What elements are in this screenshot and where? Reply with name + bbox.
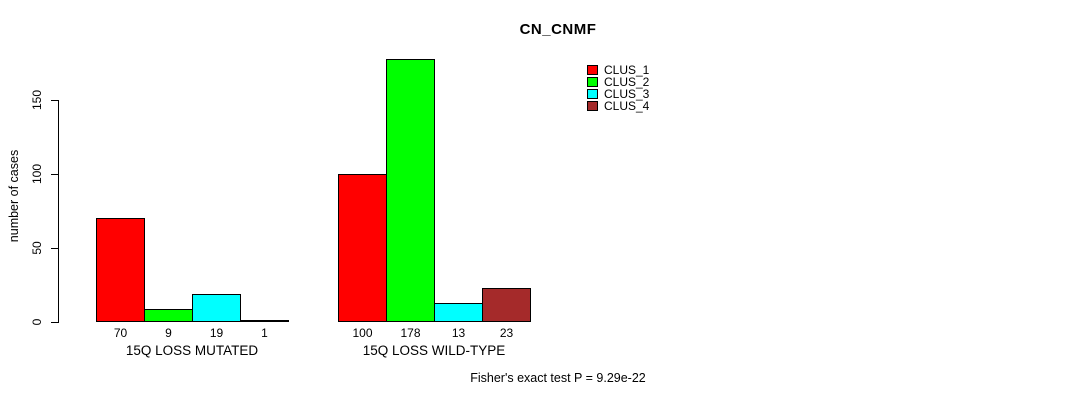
bar-value-label: 178 xyxy=(400,326,421,340)
y-tick xyxy=(51,174,58,175)
bar xyxy=(192,294,241,322)
bar-value-label: 100 xyxy=(352,326,373,340)
group-label: 15Q LOSS WILD-TYPE xyxy=(362,343,506,358)
bar xyxy=(240,320,289,322)
bar xyxy=(386,59,435,322)
footnote: Fisher's exact test P = 9.29e-22 xyxy=(470,371,646,385)
bar-value-label: 13 xyxy=(451,326,466,340)
legend: CLUS_1 CLUS_2 CLUS_3 CLUS_4 xyxy=(587,64,649,112)
legend-item: CLUS_1 xyxy=(587,64,649,76)
bar xyxy=(96,218,145,322)
y-tick-label: 0 xyxy=(30,318,44,326)
legend-label: CLUS_1 xyxy=(604,63,650,77)
bar-value-label: 1 xyxy=(261,326,268,340)
y-axis-label: number of cases xyxy=(7,149,21,243)
bar-value-label: 23 xyxy=(499,326,514,340)
legend-swatch xyxy=(587,89,598,99)
bar xyxy=(434,303,483,322)
bar xyxy=(144,309,193,322)
bar-value-label: 19 xyxy=(209,326,224,340)
y-tick-label: 150 xyxy=(30,89,44,111)
bar xyxy=(482,288,531,322)
legend-item: CLUS_3 xyxy=(587,88,649,100)
legend-swatch xyxy=(587,65,598,75)
legend-label: CLUS_4 xyxy=(604,99,650,113)
y-tick xyxy=(51,248,58,249)
legend-swatch xyxy=(587,101,598,111)
group-label: 15Q LOSS MUTATED xyxy=(125,343,259,358)
bar-value-label: 9 xyxy=(165,326,172,340)
y-tick xyxy=(51,322,58,323)
y-axis-line xyxy=(58,100,59,323)
legend-item: CLUS_4 xyxy=(587,100,649,112)
chart-title: CN_CNMF xyxy=(519,21,597,38)
y-tick-label: 100 xyxy=(30,163,44,185)
bar xyxy=(338,174,387,322)
legend-label: CLUS_3 xyxy=(604,87,650,101)
y-tick xyxy=(51,100,58,101)
legend-swatch xyxy=(587,77,598,87)
y-tick-label: 50 xyxy=(30,241,44,255)
legend-item: CLUS_2 xyxy=(587,76,649,88)
bar-value-label: 70 xyxy=(113,326,128,340)
legend-label: CLUS_2 xyxy=(604,75,650,89)
